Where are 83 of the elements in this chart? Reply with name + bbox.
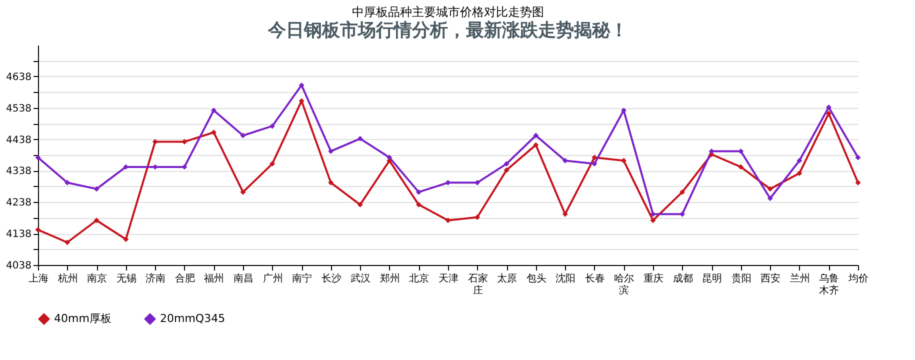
x-tick-label: 南昌 xyxy=(234,272,254,284)
chart-subtitle: 今日钢板市场行情分析，最新涨跌走势揭秘！ xyxy=(267,20,628,41)
x-tick-label: 上海 xyxy=(28,272,48,284)
point xyxy=(533,132,539,138)
point xyxy=(767,196,773,202)
point xyxy=(328,180,334,186)
x-tick-label: 郑州 xyxy=(380,272,400,284)
x-tick-label: 乌鲁木齐 xyxy=(819,272,840,296)
point xyxy=(474,180,480,186)
point xyxy=(210,108,216,114)
point xyxy=(855,154,861,160)
x-tick-label: 北京 xyxy=(409,272,430,284)
x-tick-label: 均价 xyxy=(848,272,868,284)
point xyxy=(210,130,216,136)
x-tick-label: 济南 xyxy=(146,272,166,284)
point xyxy=(35,227,41,233)
point xyxy=(240,132,246,138)
x-tick-label: 太原 xyxy=(497,272,518,284)
x-tick-label: 广州 xyxy=(262,272,283,284)
x-tick-label: 哈尔滨 xyxy=(614,272,634,296)
point xyxy=(650,218,656,224)
x-tick-label: 武汉 xyxy=(350,272,371,284)
y-tick-label: 4038 xyxy=(6,260,32,272)
point xyxy=(94,186,100,192)
x-tick-label: 兰州 xyxy=(790,272,810,284)
point xyxy=(562,211,568,217)
x-tick-label: 南京 xyxy=(87,272,108,284)
x-tick-label: 合肥 xyxy=(174,272,195,284)
x-tick-label: 长春 xyxy=(584,272,605,284)
point xyxy=(270,161,276,167)
chart-title: 中厚板品种主要城市价格对比走势图 xyxy=(352,5,544,19)
y-tick-label: 4238 xyxy=(6,198,32,209)
y-tick-label: 4338 xyxy=(6,166,32,178)
point xyxy=(738,164,744,170)
point xyxy=(64,240,70,246)
point xyxy=(767,186,773,192)
y-tick-label: 4138 xyxy=(6,229,32,240)
point xyxy=(533,142,539,148)
legend-label: 40mm厚板 xyxy=(54,312,112,325)
point xyxy=(855,180,861,186)
x-tick-label: 贵阳 xyxy=(731,272,752,284)
x-tick-label: 包头 xyxy=(526,272,546,284)
point xyxy=(680,211,686,217)
point xyxy=(504,161,510,167)
x-tick-label: 杭州 xyxy=(56,272,78,284)
point xyxy=(328,148,334,154)
point xyxy=(680,189,686,195)
point xyxy=(416,189,422,195)
x-tick-label: 无锡 xyxy=(116,274,136,284)
x-tick-label: 沈阳 xyxy=(556,272,576,284)
point xyxy=(592,154,598,160)
point xyxy=(35,154,41,160)
point xyxy=(386,154,392,160)
x-tick-label: 南宁 xyxy=(292,272,312,284)
point xyxy=(826,110,832,116)
x-tick-label: 石家庄 xyxy=(468,272,488,296)
x-tick-label: 昆明 xyxy=(702,274,722,284)
x-tick-label: 西安 xyxy=(760,272,781,284)
point xyxy=(64,180,70,186)
point xyxy=(298,82,304,88)
x-tick-label: 福州 xyxy=(204,272,224,284)
point xyxy=(504,167,510,173)
point xyxy=(474,214,480,220)
point xyxy=(416,202,422,208)
y-tick-label: 4438 xyxy=(6,134,32,146)
point xyxy=(796,158,802,164)
point xyxy=(796,170,802,176)
point xyxy=(357,136,363,142)
y-tick-label: 4638 xyxy=(6,72,32,83)
point xyxy=(826,104,832,110)
point xyxy=(357,202,363,208)
x-tick-label: 长沙 xyxy=(321,272,342,284)
point xyxy=(240,189,246,195)
legend-label: 20mmQ345 xyxy=(160,312,226,325)
point xyxy=(270,123,276,129)
x-tick-label: 天津 xyxy=(438,272,458,284)
point xyxy=(445,218,451,224)
x-tick-label: 成都 xyxy=(672,272,693,284)
x-tick-label: 重庆 xyxy=(644,272,664,284)
point xyxy=(94,218,100,224)
point xyxy=(562,158,568,164)
point xyxy=(123,236,129,242)
y-tick-label: 4538 xyxy=(6,103,32,114)
